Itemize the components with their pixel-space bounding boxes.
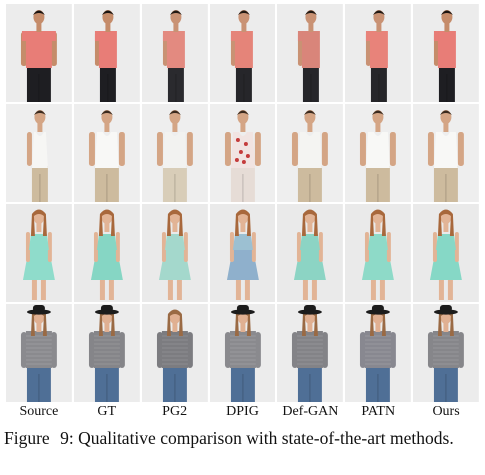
result-image-woman-dress-4 [277, 204, 344, 302]
result-image-woman-sweater-hat-0 [6, 304, 72, 402]
result-image-man-tshirt-1 [73, 4, 140, 102]
person-figure [73, 304, 140, 402]
result-image-woman-sweater-hat-2 [141, 304, 208, 402]
result-image-man-tshirt-0 [6, 4, 72, 102]
column-label-1: GT [97, 404, 117, 419]
column-label-3: DPIG [226, 404, 259, 419]
caption-label: Figure 9: [4, 428, 74, 448]
result-image-man-tshirt-3 [209, 4, 276, 102]
column-label-6: Ours [432, 404, 460, 419]
result-image-woman-dress-0 [6, 204, 72, 302]
person-figure [73, 4, 140, 102]
result-image-woman-dress-3 [209, 204, 276, 302]
person-figure [277, 4, 344, 102]
person-figure [345, 304, 412, 402]
person-figure [345, 204, 412, 302]
person-figure [141, 204, 208, 302]
figure-caption: Figure 9: Qualitative comparison with st… [4, 428, 481, 449]
person-figure [277, 304, 344, 402]
result-image-woman-sweater-hat-5 [345, 304, 412, 402]
result-image-man-tshirt-6 [413, 4, 479, 102]
person-figure [345, 104, 412, 202]
result-image-man-tank-2 [141, 104, 208, 202]
result-image-woman-dress-5 [345, 204, 412, 302]
person-figure [413, 104, 479, 202]
result-image-man-tshirt-5 [345, 4, 412, 102]
person-figure [141, 304, 208, 402]
result-image-woman-sweater-hat-6 [413, 304, 479, 402]
person-figure [413, 204, 479, 302]
person-figure [413, 4, 479, 102]
caption-text: Qualitative comparison with state-of-the… [78, 428, 454, 448]
person-figure [141, 4, 208, 102]
result-image-woman-sweater-hat-3 [209, 304, 276, 402]
result-image-man-tank-4 [277, 104, 344, 202]
result-image-woman-dress-6 [413, 204, 479, 302]
column-labels: Source GT PG2 DPIG Def-GAN PATN Ours [6, 403, 479, 421]
person-figure [6, 4, 72, 102]
result-image-man-tshirt-4 [277, 4, 344, 102]
column-label-4: Def-GAN [282, 404, 339, 419]
person-figure [277, 204, 344, 302]
person-figure [141, 104, 208, 202]
person-figure [73, 204, 140, 302]
person-figure [209, 304, 276, 402]
person-figure [345, 4, 412, 102]
result-image-woman-sweater-hat-1 [73, 304, 140, 402]
result-image-woman-dress-1 [73, 204, 140, 302]
column-label-2: PG2 [162, 404, 188, 419]
result-image-woman-sweater-hat-4 [277, 304, 344, 402]
person-figure [209, 104, 276, 202]
column-label-0: Source [19, 404, 59, 419]
person-figure [209, 204, 276, 302]
comparison-figure-grid [6, 4, 479, 402]
result-image-man-tank-1 [73, 104, 140, 202]
person-figure [6, 104, 72, 202]
result-image-man-tank-5 [345, 104, 412, 202]
person-figure [209, 4, 276, 102]
result-image-man-tshirt-2 [141, 4, 208, 102]
result-image-man-tank-6 [413, 104, 479, 202]
column-label-5: PATN [361, 404, 396, 419]
person-figure [73, 104, 140, 202]
person-figure [6, 204, 72, 302]
person-figure [413, 304, 479, 402]
result-image-woman-dress-2 [141, 204, 208, 302]
person-figure [6, 304, 72, 402]
result-image-man-tank-0 [6, 104, 72, 202]
result-image-man-tank-3 [209, 104, 276, 202]
person-figure [277, 104, 344, 202]
